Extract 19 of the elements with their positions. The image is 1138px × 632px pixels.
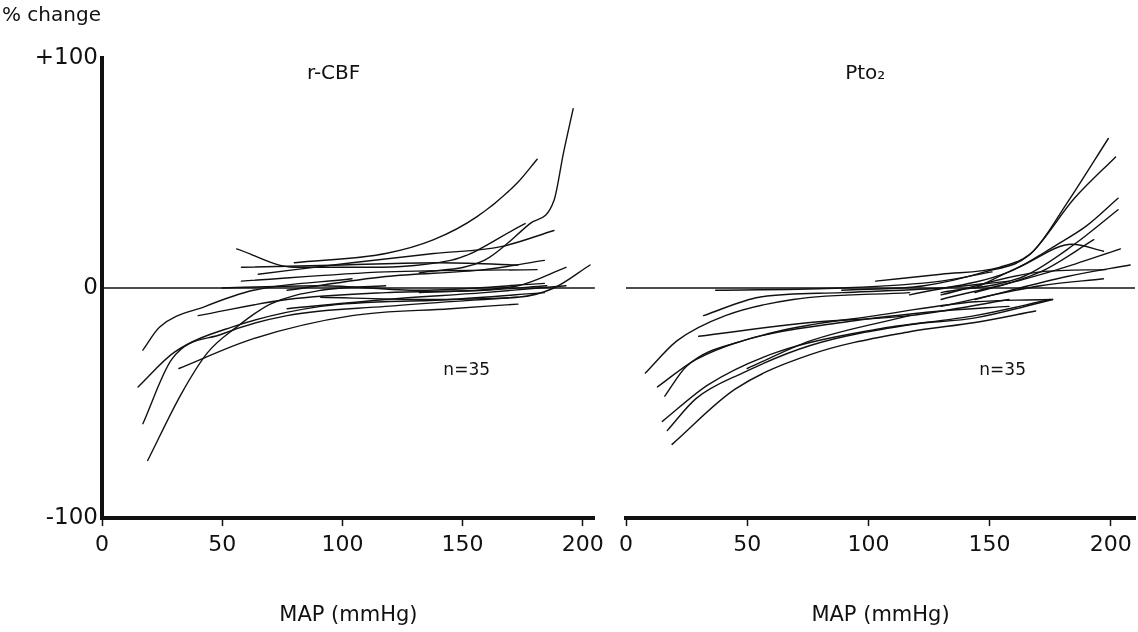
x-tick-label: 200: [561, 530, 604, 556]
x-tick-label: 200: [1089, 530, 1132, 556]
x-tick-label: 150: [968, 530, 1011, 556]
y-tick-label: +100: [34, 42, 98, 69]
y-tick-label: -100: [45, 502, 98, 529]
y-axis-title: % change: [2, 2, 101, 27]
annotation: n=35: [979, 359, 1026, 380]
x-axis-title: MAP (mmHg): [279, 601, 418, 626]
x-tick-label: 100: [321, 530, 364, 556]
x-tick-label: 150: [441, 530, 484, 556]
annotation: n=35: [443, 359, 491, 380]
chart-title: Pto₂: [845, 60, 886, 85]
y-tick-label: 0: [83, 272, 98, 299]
x-tick-label: 0: [619, 530, 633, 556]
x-tick-label: 50: [733, 530, 762, 556]
x-axis-title: MAP (mmHg): [811, 601, 950, 626]
chart-title: r-CBF: [306, 60, 361, 85]
x-tick-label: 50: [208, 530, 237, 556]
x-tick-label: 100: [847, 530, 890, 556]
